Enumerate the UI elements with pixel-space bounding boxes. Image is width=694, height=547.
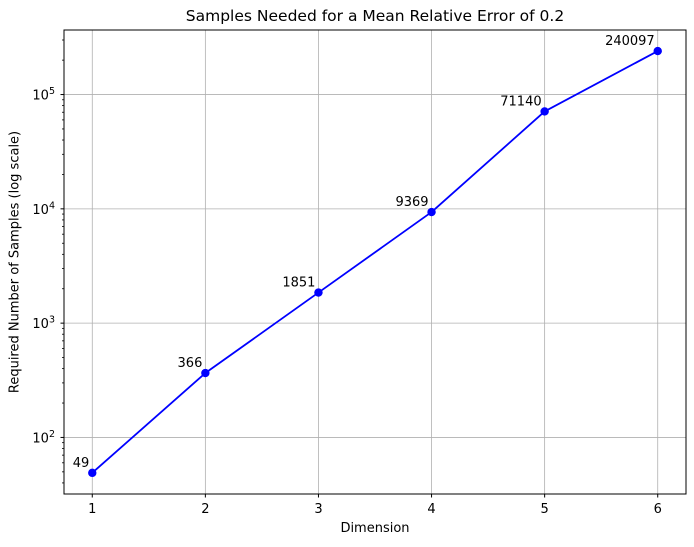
x-tick-label: 1: [88, 502, 96, 517]
y-tick-label: 103: [32, 315, 55, 333]
point-label: 71140: [500, 94, 541, 109]
y-tick-label: 105: [32, 86, 55, 104]
point-label: 240097: [605, 34, 655, 49]
chart-title: Samples Needed for a Mean Relative Error…: [185, 7, 565, 25]
x-tick-label: 5: [540, 502, 548, 517]
x-tick-label: 6: [654, 502, 662, 517]
data-point: [653, 46, 662, 56]
point-label: 1851: [282, 276, 315, 291]
data-point: [201, 368, 210, 378]
data-point: [88, 468, 97, 478]
x-axis-label: Dimension: [340, 521, 410, 536]
data-point: [314, 288, 323, 297]
data-point: [427, 207, 436, 217]
data-point: [540, 107, 549, 116]
y-axis-label: Required Number of Samples (log scale): [7, 130, 23, 394]
plot-border: [63, 29, 687, 495]
x-tick-label: 3: [314, 502, 322, 517]
point-label: 366: [178, 356, 203, 371]
x-tick-label: 4: [427, 502, 435, 517]
point-label: 49: [73, 456, 90, 471]
y-tick-label: 104: [32, 200, 55, 218]
y-tick-label: 102: [32, 429, 55, 447]
point-label: 9369: [395, 195, 428, 210]
x-tick-label: 2: [201, 502, 209, 517]
data-line: [91, 50, 659, 474]
